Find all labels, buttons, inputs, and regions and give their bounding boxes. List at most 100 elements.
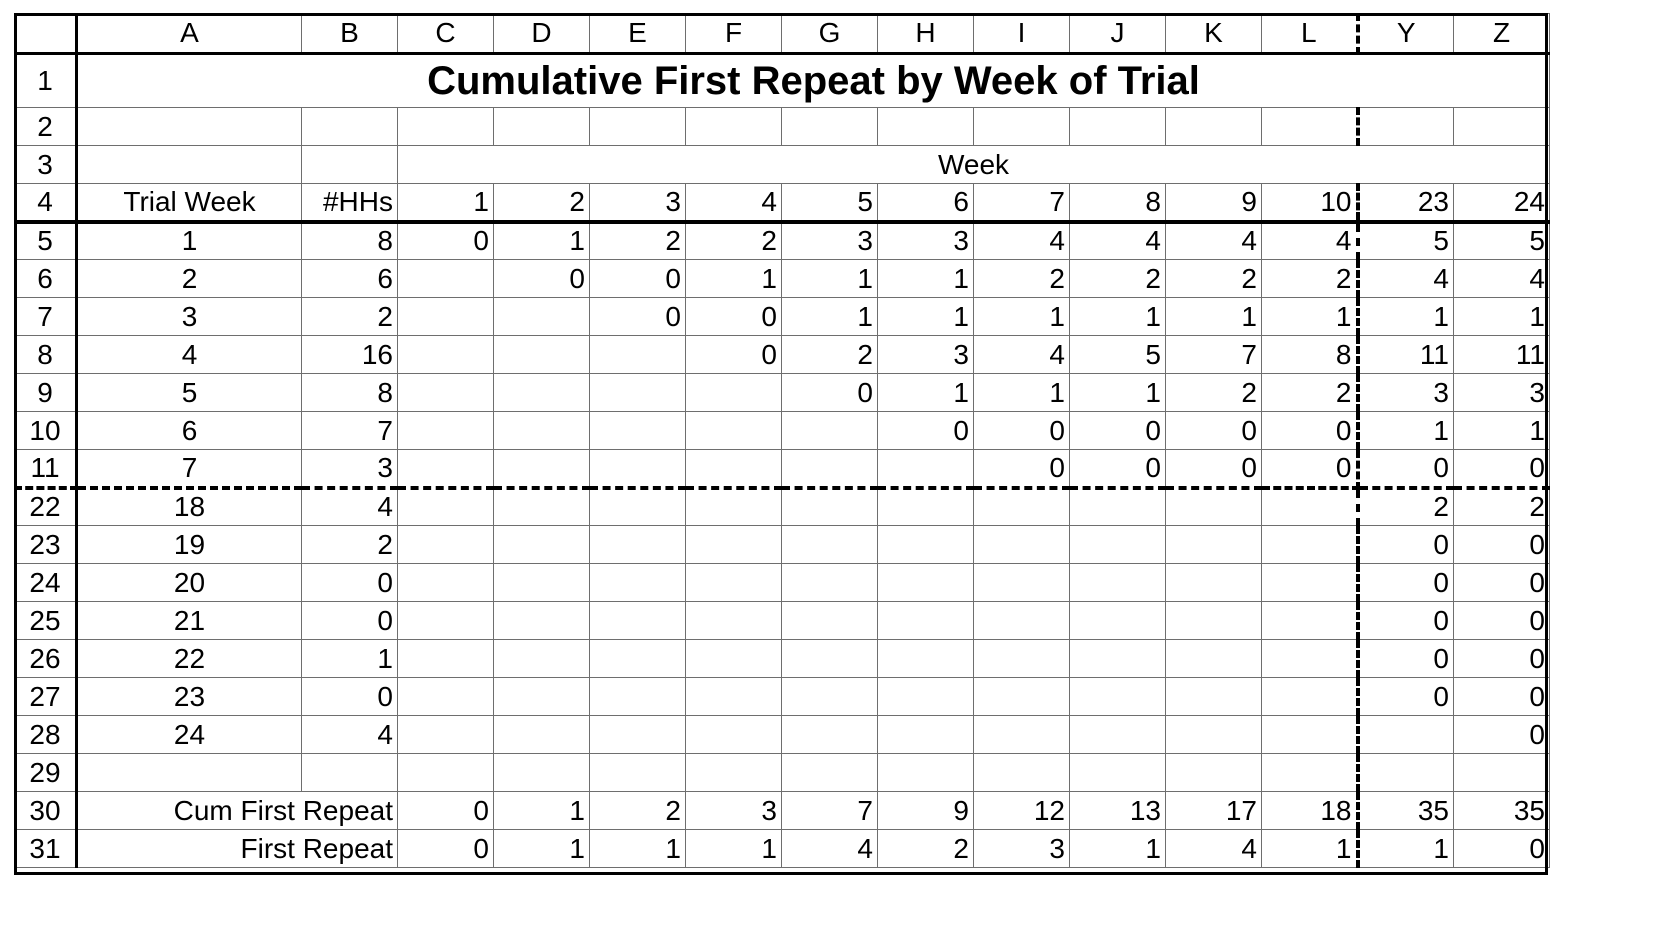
cumulative-repeat-cell[interactable] bbox=[493, 373, 590, 412]
cumulative-repeat-cell[interactable] bbox=[589, 601, 686, 640]
cumulative-repeat-cell[interactable]: 0 bbox=[397, 221, 494, 260]
cumulative-repeat-cell[interactable]: 0 bbox=[1453, 677, 1550, 716]
cumulative-repeat-cell[interactable]: 1 bbox=[877, 373, 974, 412]
row-header[interactable]: 6 bbox=[14, 259, 78, 298]
cumulative-repeat-cell[interactable] bbox=[1069, 601, 1166, 640]
cumulative-repeat-cell[interactable] bbox=[781, 487, 878, 526]
cumulative-repeat-cell[interactable] bbox=[973, 715, 1070, 754]
row-header[interactable]: 10 bbox=[14, 411, 78, 450]
cumulative-repeat-cell[interactable]: 0 bbox=[685, 335, 782, 374]
cell[interactable] bbox=[397, 753, 494, 792]
row-header[interactable]: 8 bbox=[14, 335, 78, 374]
cumulative-repeat-cell[interactable] bbox=[589, 411, 686, 450]
column-header-h[interactable]: H bbox=[877, 13, 974, 55]
cumulative-repeat-cell[interactable] bbox=[493, 563, 590, 602]
column-header-z[interactable]: Z bbox=[1453, 13, 1550, 55]
column-header-k[interactable]: K bbox=[1165, 13, 1262, 55]
cell[interactable] bbox=[781, 753, 878, 792]
summary-label[interactable]: Cum First Repeat bbox=[76, 791, 398, 830]
cumulative-repeat-cell[interactable] bbox=[1261, 601, 1360, 640]
cumulative-repeat-cell[interactable]: 0 bbox=[1165, 411, 1262, 450]
cumulative-repeat-cell[interactable] bbox=[781, 411, 878, 450]
cumulative-repeat-cell[interactable]: 0 bbox=[1453, 639, 1550, 678]
cumulative-repeat-cell[interactable]: 0 bbox=[493, 259, 590, 298]
cumulative-repeat-cell[interactable]: 5 bbox=[1453, 221, 1550, 260]
summary-value-cell[interactable]: 35 bbox=[1357, 791, 1454, 830]
cumulative-repeat-cell[interactable] bbox=[397, 525, 494, 564]
cumulative-repeat-cell[interactable] bbox=[1069, 677, 1166, 716]
summary-value-cell[interactable]: 1 bbox=[685, 829, 782, 868]
cumulative-repeat-cell[interactable] bbox=[589, 373, 686, 412]
trial-week-cell[interactable]: 2 bbox=[76, 259, 302, 298]
cumulative-repeat-cell[interactable] bbox=[1357, 715, 1454, 754]
cumulative-repeat-cell[interactable]: 2 bbox=[685, 221, 782, 260]
cumulative-repeat-cell[interactable]: 1 bbox=[1357, 297, 1454, 336]
cumulative-repeat-cell[interactable] bbox=[877, 639, 974, 678]
trial-week-cell[interactable]: 4 bbox=[76, 335, 302, 374]
cumulative-repeat-cell[interactable] bbox=[1261, 715, 1360, 754]
cumulative-repeat-cell[interactable] bbox=[493, 525, 590, 564]
cumulative-repeat-cell[interactable] bbox=[877, 525, 974, 564]
cumulative-repeat-cell[interactable] bbox=[493, 335, 590, 374]
cumulative-repeat-cell[interactable] bbox=[685, 373, 782, 412]
cumulative-repeat-cell[interactable] bbox=[397, 449, 494, 490]
trial-week-cell[interactable]: 19 bbox=[76, 525, 302, 564]
cumulative-repeat-cell[interactable]: 2 bbox=[781, 335, 878, 374]
row-header[interactable]: 24 bbox=[14, 563, 78, 602]
cell[interactable] bbox=[397, 107, 494, 146]
hhs-cell[interactable]: 0 bbox=[301, 563, 398, 602]
cumulative-repeat-cell[interactable] bbox=[589, 335, 686, 374]
cumulative-repeat-cell[interactable]: 0 bbox=[1357, 601, 1454, 640]
cumulative-repeat-cell[interactable]: 0 bbox=[1165, 449, 1262, 490]
cumulative-repeat-cell[interactable] bbox=[781, 639, 878, 678]
cumulative-repeat-cell[interactable] bbox=[397, 259, 494, 298]
column-header-e[interactable]: E bbox=[589, 13, 686, 55]
row-header[interactable]: 2 bbox=[14, 107, 78, 146]
cell[interactable] bbox=[1261, 753, 1360, 792]
cumulative-repeat-cell[interactable]: 1 bbox=[1453, 297, 1550, 336]
cumulative-repeat-cell[interactable] bbox=[1165, 639, 1262, 678]
cumulative-repeat-cell[interactable] bbox=[493, 715, 590, 754]
summary-value-cell[interactable]: 13 bbox=[1069, 791, 1166, 830]
cumulative-repeat-cell[interactable]: 11 bbox=[1453, 335, 1550, 374]
cell[interactable] bbox=[301, 753, 398, 792]
cumulative-repeat-cell[interactable] bbox=[397, 487, 494, 526]
cell[interactable] bbox=[1165, 753, 1262, 792]
column-header-l[interactable]: L bbox=[1261, 13, 1360, 55]
cumulative-repeat-cell[interactable] bbox=[1165, 563, 1262, 602]
cumulative-repeat-cell[interactable] bbox=[1069, 639, 1166, 678]
trial-week-cell[interactable]: 24 bbox=[76, 715, 302, 754]
cumulative-repeat-cell[interactable] bbox=[493, 639, 590, 678]
hhs-cell[interactable]: 2 bbox=[301, 525, 398, 564]
cumulative-repeat-cell[interactable]: 0 bbox=[1357, 677, 1454, 716]
cumulative-repeat-cell[interactable] bbox=[1165, 525, 1262, 564]
cell[interactable] bbox=[685, 753, 782, 792]
cumulative-repeat-cell[interactable]: 2 bbox=[1165, 259, 1262, 298]
cumulative-repeat-cell[interactable] bbox=[1069, 715, 1166, 754]
column-header-f[interactable]: F bbox=[685, 13, 782, 55]
cumulative-repeat-cell[interactable]: 4 bbox=[1261, 221, 1360, 260]
cumulative-repeat-cell[interactable] bbox=[1069, 487, 1166, 526]
hhs-cell[interactable]: 6 bbox=[301, 259, 398, 298]
row-header[interactable]: 1 bbox=[14, 53, 78, 108]
cumulative-repeat-cell[interactable] bbox=[685, 715, 782, 754]
cumulative-repeat-cell[interactable] bbox=[685, 525, 782, 564]
cumulative-repeat-cell[interactable]: 4 bbox=[1357, 259, 1454, 298]
cumulative-repeat-cell[interactable]: 1 bbox=[1069, 297, 1166, 336]
cumulative-repeat-cell[interactable] bbox=[685, 411, 782, 450]
cumulative-repeat-cell[interactable] bbox=[1261, 487, 1360, 526]
hhs-cell[interactable]: 8 bbox=[301, 221, 398, 260]
cumulative-repeat-cell[interactable]: 4 bbox=[1453, 259, 1550, 298]
cell[interactable] bbox=[973, 753, 1070, 792]
row-header[interactable]: 26 bbox=[14, 639, 78, 678]
cumulative-repeat-cell[interactable] bbox=[397, 411, 494, 450]
cumulative-repeat-cell[interactable]: 0 bbox=[973, 449, 1070, 490]
cell[interactable] bbox=[1165, 107, 1262, 146]
cumulative-repeat-cell[interactable] bbox=[397, 639, 494, 678]
cumulative-repeat-cell[interactable]: 0 bbox=[1453, 525, 1550, 564]
summary-value-cell[interactable]: 1 bbox=[1357, 829, 1454, 868]
cell[interactable] bbox=[301, 145, 398, 184]
cumulative-repeat-cell[interactable]: 5 bbox=[1069, 335, 1166, 374]
row-header[interactable]: 29 bbox=[14, 753, 78, 792]
cell[interactable] bbox=[301, 107, 398, 146]
